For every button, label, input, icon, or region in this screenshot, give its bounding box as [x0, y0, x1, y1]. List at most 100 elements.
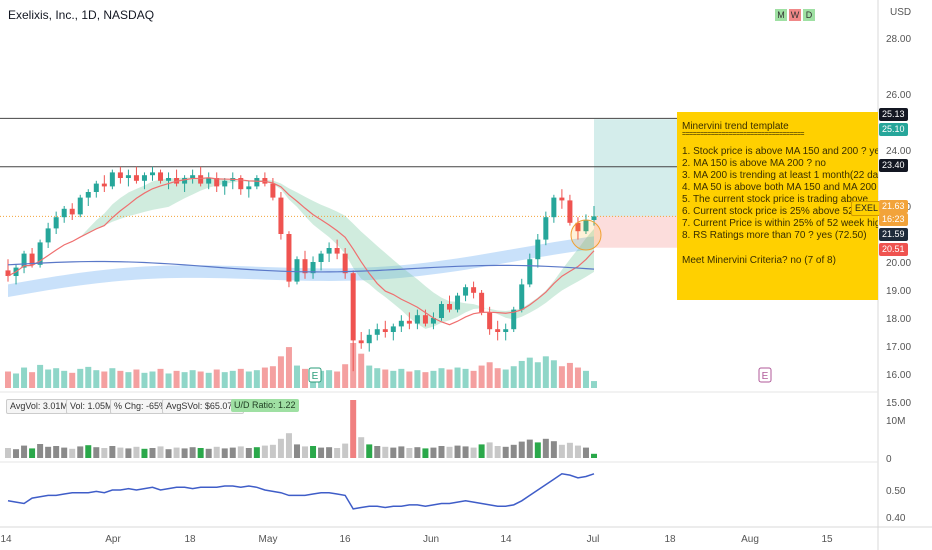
volume-bar-28 [229, 370, 236, 388]
candle-body-36 [294, 259, 300, 282]
volume-bar-44 [358, 353, 365, 388]
volume-bar-26 [213, 369, 220, 388]
candle-body-7 [61, 208, 67, 218]
candle-body-33 [270, 183, 276, 198]
volume-bar-27 [221, 372, 228, 388]
ud-volume-bar-71 [574, 445, 581, 458]
candle-body-67 [543, 217, 549, 240]
future-earnings-marker[interactable] [758, 367, 772, 383]
candle-body-65 [527, 259, 533, 285]
candle-body-16 [133, 175, 139, 181]
volume-bar-64 [518, 360, 525, 388]
volume-bar-7 [61, 370, 68, 388]
ribbon-green [8, 177, 594, 329]
ud-volume-bar-48 [390, 447, 397, 458]
volume-bar-70 [566, 362, 573, 388]
volume-bar-3 [29, 372, 36, 388]
volume-bar-23 [189, 370, 196, 388]
volume-bar-35 [285, 347, 292, 388]
volume-bar-0 [5, 371, 11, 388]
ud-volume-bar-42 [342, 443, 349, 458]
ud-volume-bar-1 [13, 449, 20, 458]
candle-body-46 [374, 329, 380, 335]
candle-body-5 [45, 228, 51, 243]
price-tick-5: 20.00 [886, 258, 911, 269]
level-price-tag: 23.40 [879, 159, 908, 172]
ud-volume-bar-44 [358, 437, 365, 458]
template-line-2: 2. MA 150 is above MA 200 ? no [682, 158, 826, 169]
stop-price-tag: 20.51 [879, 243, 908, 256]
ud-volume-bar-3 [29, 448, 36, 458]
volume-bar-22 [181, 372, 188, 388]
daily-toggle-button[interactable]: D [803, 9, 815, 21]
ud-volume-bar-17 [141, 448, 148, 458]
candle-body-63 [511, 309, 517, 330]
ud-volume-bar-38 [310, 446, 317, 458]
volume-bar-47 [382, 369, 389, 388]
earnings-marker[interactable] [308, 367, 322, 383]
candle-body-37 [302, 259, 308, 274]
candle-body-53 [430, 318, 436, 324]
template-line-7: 7. Current Price is within 25% of 52 wee… [682, 218, 878, 229]
ud-volume-bar-45 [366, 444, 373, 458]
time-tick-3: May [259, 534, 278, 545]
candle-body-59 [479, 292, 485, 313]
candle-body-40 [326, 248, 332, 254]
ud-volume-bar-40 [326, 447, 333, 458]
candle-body-11 [93, 183, 99, 192]
volume-bar-32 [261, 367, 268, 388]
template-line-3: 3. MA 200 is trending at least 1 month(2… [682, 170, 878, 181]
time-axis-ticks: 14 Apr 18 May 16 Jun 14 Jul 18 Aug 15 [0, 534, 833, 545]
volume-bar-24 [197, 371, 204, 388]
relative-strength-line [7, 473, 595, 510]
monthly-toggle-button[interactable]: M [775, 9, 787, 21]
ud-volume-bar-0 [5, 448, 11, 458]
candle-body-3 [29, 253, 35, 265]
volume-bar-30 [245, 371, 252, 388]
time-tick-0: 14 [0, 534, 12, 545]
ma-line-1 [7, 260, 595, 273]
candle-body-57 [463, 287, 469, 296]
price-tick-3: 24.00 [886, 146, 911, 157]
weekly-toggle-button[interactable]: W [789, 9, 801, 21]
volume-bar-50 [406, 371, 413, 388]
price-tick-1: 28.00 [886, 34, 911, 45]
ud-volume-bar-70 [566, 442, 573, 458]
ud-volume-bar-65 [526, 439, 533, 458]
candle-body-56 [455, 295, 461, 310]
volume-bar-4 [37, 364, 44, 388]
price-tick-6: 19.00 [886, 286, 911, 297]
volume-bar-52 [422, 372, 429, 388]
ud-volume-bar-67 [542, 438, 549, 458]
ud-volume-bar-7 [61, 447, 68, 458]
volume-bar-72 [582, 370, 589, 388]
volume-bar-16 [133, 369, 140, 388]
candle-body-52 [422, 315, 428, 324]
earnings-marker-label: E [312, 371, 319, 382]
candle-body-50 [406, 320, 412, 324]
volume-bar-29 [237, 368, 244, 388]
candle-body-49 [398, 320, 404, 327]
ud-volume-bar-41 [334, 448, 341, 458]
volume-bar-65 [526, 357, 533, 388]
ud-volume-bar-9 [77, 446, 84, 458]
candle-body-66 [535, 239, 541, 260]
volume-tick-10m: 10M [886, 416, 905, 427]
volume-tick-0: 0 [886, 454, 892, 465]
volume-bar-45 [366, 365, 373, 388]
ud-volume-bar-53 [430, 447, 437, 458]
ud-volume-bar-5 [45, 446, 52, 458]
ud-volume-bar-35 [285, 433, 292, 458]
candle-body-12 [101, 183, 107, 187]
volume-bar-66 [534, 362, 541, 388]
candle-body-14 [117, 172, 123, 178]
ud-volume-bar-6 [53, 446, 60, 458]
volume-bar-34 [277, 356, 284, 388]
volume-bar-63 [510, 366, 517, 388]
ud-volume-bar-66 [534, 442, 541, 458]
ud-volume-bar-37 [302, 446, 309, 458]
candle-body-23 [190, 175, 196, 178]
ud-volume-bar-26 [213, 446, 220, 458]
ud-volume-bar-10 [85, 445, 92, 458]
price-tick-2: 26.00 [886, 90, 911, 101]
